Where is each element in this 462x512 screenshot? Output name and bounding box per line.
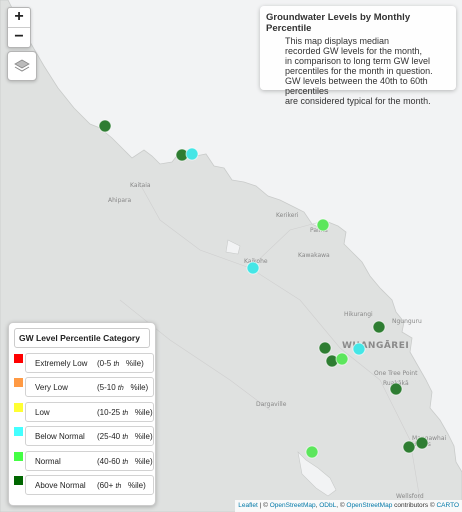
info-line: in comparison to long term GW level: [285, 56, 431, 66]
info-line: GW levels between the 40th to 60th perce…: [285, 76, 428, 96]
leaflet-link[interactable]: Leaflet: [238, 502, 258, 509]
carto-link[interactable]: CARTO: [436, 502, 459, 509]
attribution-text: , ©: [336, 502, 347, 509]
site-marker[interactable]: [389, 382, 403, 396]
legend-label: Extremely Low (0-5 th %ile): [25, 352, 154, 373]
odbl-link[interactable]: ODbL: [319, 502, 337, 509]
legend-category-name: Below Normal: [35, 432, 85, 441]
info-line: recorded GW levels for the month,: [285, 46, 423, 56]
site-marker[interactable]: [185, 147, 199, 161]
map-attribution: Leaflet | © OpenStreetMap, ODbL, © OpenS…: [235, 500, 462, 512]
site-marker[interactable]: [318, 341, 332, 355]
legend-swatch: [14, 378, 23, 387]
site-marker[interactable]: [246, 261, 260, 275]
info-panel: Groundwater Levels by Monthly Percentile…: [260, 6, 456, 106]
legend-label: Above Normal (60+ th %ile): [25, 475, 154, 495]
attribution-text: | ©: [257, 502, 270, 509]
legend-row-below-normal: Below Normal (25-40 th %ile): [14, 426, 154, 446]
place-label-one-tree-point: One Tree Point: [374, 370, 418, 377]
place-label-hikurangi: Hikurangi: [344, 311, 373, 318]
place-label-kaikohe: Kaikohe: [244, 258, 268, 265]
legend-swatch: [14, 353, 23, 363]
place-label-kawakawa: Kawakawa: [298, 252, 330, 259]
layers-button[interactable]: [7, 51, 37, 81]
legend-row-normal: Normal (40-60 th %ile): [14, 450, 154, 471]
attribution-text: contributors ©: [392, 502, 437, 509]
place-label-ngunguru: Ngunguru: [392, 318, 422, 325]
legend-range: (0-5 th %ile): [97, 358, 144, 368]
site-marker[interactable]: [316, 218, 330, 232]
legend-swatch: [14, 476, 23, 485]
site-marker[interactable]: [415, 436, 429, 450]
legend-range: (25-40 th %ile): [97, 432, 153, 441]
place-label-paihia: Paihia: [310, 227, 328, 234]
osm-link[interactable]: OpenStreetMap: [269, 502, 316, 509]
legend-row-extremely-low: Extremely Low (0-5 th %ile): [14, 352, 154, 373]
info-line: percentiles for the month in question.: [285, 66, 433, 76]
info-line: are considered typical for the month.: [285, 96, 431, 106]
site-marker[interactable]: [372, 320, 386, 334]
legend-swatch: [14, 451, 23, 461]
legend-category-name: Low: [35, 407, 50, 417]
legend-row-very-low: Very Low (5-10 th %ile): [14, 377, 154, 397]
place-label-whangarei: WHANGĀREI: [342, 341, 410, 351]
site-marker[interactable]: [305, 445, 319, 459]
legend-range: (5-10 th %ile): [97, 383, 149, 392]
legend-category-name: Very Low: [35, 383, 68, 392]
site-marker[interactable]: [352, 342, 366, 356]
roads: [119, 183, 421, 501]
legend-label: Below Normal (25-40 th %ile): [25, 426, 154, 446]
legend-label: Very Low (5-10 th %ile): [25, 377, 154, 397]
legend-range: (60+ th %ile): [97, 481, 146, 490]
legend-swatch: [14, 402, 23, 412]
info-title: Groundwater Levels by Monthly Percentile: [266, 12, 411, 34]
harbour: [297, 451, 337, 497]
legend-swatch: [14, 427, 23, 436]
attribution-text: ,: [315, 502, 320, 509]
site-marker[interactable]: [98, 119, 112, 133]
place-label-ahipara: Ahipara: [108, 197, 132, 204]
place-label-kerikeri: Kerikeri: [276, 212, 299, 219]
legend-range: (10-25 th %ile): [97, 407, 153, 417]
zoom-out-button[interactable]: −: [8, 27, 30, 47]
legend-category-name: Extremely Low: [35, 358, 88, 368]
place-label-kaitaia: Kaitaia: [130, 182, 151, 189]
legend-category-name: Normal: [35, 456, 61, 466]
legend-row-above-normal: Above Normal (60+ th %ile): [14, 475, 154, 495]
legend-label: Normal (40-60 th %ile): [25, 450, 154, 471]
harbour-west: [225, 239, 241, 255]
layers-icon: [14, 59, 30, 72]
zoom-control: + −: [7, 7, 31, 48]
site-marker[interactable]: [335, 352, 349, 366]
legend-row-low: Low (10-25 th %ile): [14, 401, 154, 422]
site-marker[interactable]: [402, 440, 416, 454]
legend-title: GW Level Percentile Category: [14, 328, 150, 348]
zoom-in-button[interactable]: +: [14, 8, 24, 25]
place-label-dargaville: Dargaville: [256, 401, 287, 408]
info-line: This map displays median: [285, 36, 390, 46]
legend-category-name: Above Normal: [35, 481, 86, 490]
legend: GW Level Percentile Category Extremely L…: [8, 322, 156, 506]
legend-label: Low (10-25 th %ile): [25, 401, 154, 422]
osm-contributors-link[interactable]: OpenStreetMap: [346, 502, 393, 509]
place-label-wellsford: Wellsford: [396, 493, 424, 500]
legend-range: (40-60 th %ile): [97, 456, 153, 466]
